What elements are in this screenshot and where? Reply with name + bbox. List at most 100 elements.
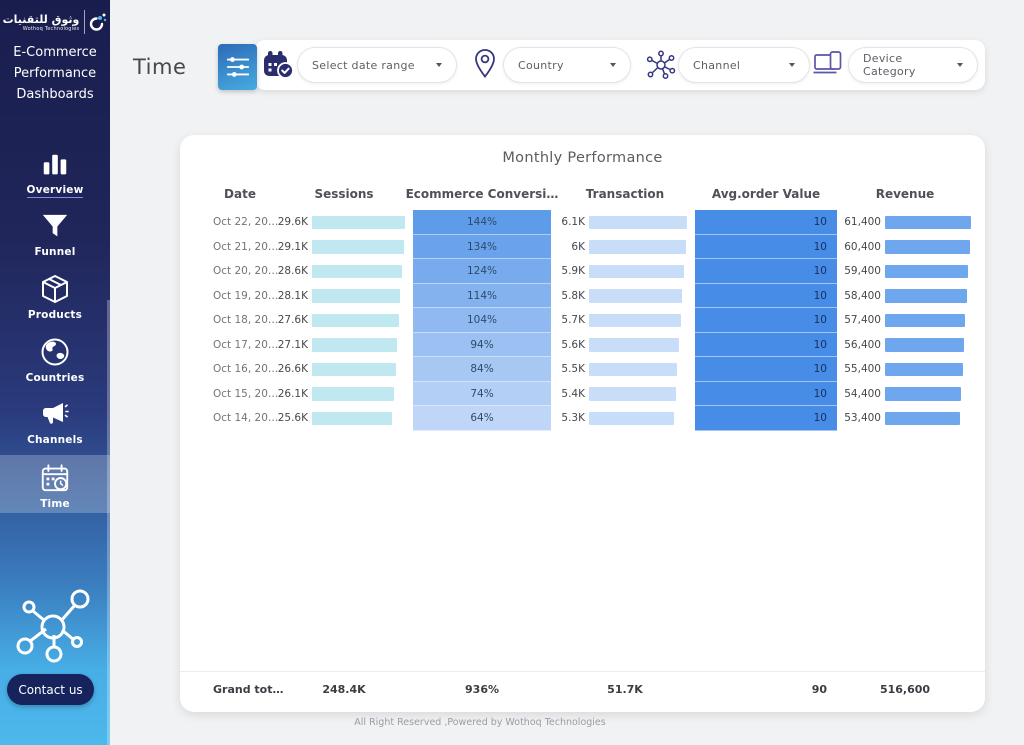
conversion-cell: 124%	[413, 259, 551, 284]
row-date: Oct 22, 20…	[213, 216, 279, 228]
revenue-value: 57,400	[844, 314, 881, 326]
conversion-cell: 134%	[413, 234, 551, 259]
row-date: Oct 21, 20…	[213, 240, 279, 253]
sliders-icon	[226, 57, 249, 77]
devices-icon	[813, 50, 845, 84]
sessions-value: 25.6K	[277, 412, 308, 424]
sidebar-item-label: Countries	[25, 372, 85, 384]
row-date: Oct 14, 20…	[213, 412, 279, 424]
logo-arabic-text: وثوق للتقنيات	[2, 12, 80, 26]
column-header-avg-order-value: Avg.order Value	[711, 187, 821, 201]
revenue-bar	[885, 411, 960, 425]
sessions-value: 29.6K	[277, 216, 308, 228]
filter-bar: Select date range Country Channel	[255, 40, 985, 90]
column-header-date: Date	[224, 187, 256, 201]
bar-chart-icon	[43, 154, 67, 175]
column-header-revenue: Revenue	[875, 187, 935, 201]
globe-icon	[41, 338, 69, 366]
revenue-value: 54,400	[844, 387, 881, 400]
channel-select[interactable]: Channel	[678, 47, 810, 83]
revenue-value: 55,400	[844, 363, 881, 375]
main-area: Time Select date range	[110, 0, 1024, 745]
revenue-bar	[885, 338, 964, 352]
transaction-bar	[589, 289, 682, 303]
column-header-sessions: Sessions	[314, 187, 374, 201]
grand-total-conversion: 936%	[465, 683, 499, 696]
country-select-value: Country	[518, 58, 564, 72]
revenue-bar	[885, 240, 970, 254]
table-row: Oct 20, 20… 28.6K 124% 5.9K 10 59,400	[180, 259, 985, 284]
transaction-bar	[589, 215, 687, 229]
revenue-bar	[885, 289, 967, 303]
contact-us-button[interactable]: Contact us	[7, 674, 94, 705]
calendar-check-icon	[263, 50, 295, 84]
sessions-bar	[312, 387, 394, 401]
row-date: Oct 20, 20…	[213, 265, 279, 277]
revenue-bar	[885, 313, 965, 327]
transaction-value: 5.9K	[561, 265, 585, 277]
avg-order-cell: 10	[695, 308, 837, 333]
table-row: Oct 18, 20… 27.6K 104% 5.7K 10 57,400	[180, 308, 985, 333]
device-category-select[interactable]: Device Category	[848, 47, 978, 83]
sidebar-item-label: Products	[27, 309, 83, 321]
sidebar-item-funnel[interactable]: Funnel	[0, 212, 110, 258]
avg-order-cell: 10	[695, 406, 837, 431]
location-pin-icon	[473, 48, 497, 84]
avg-order-cell: 10	[695, 259, 837, 284]
sidebar-item-label: Channels	[27, 434, 83, 446]
revenue-value: 58,400	[844, 289, 881, 302]
conversion-cell: 104%	[413, 308, 551, 333]
date-range-select-value: Select date range	[312, 58, 415, 72]
revenue-bar	[885, 215, 971, 229]
sidebar-item-time[interactable]: Time	[0, 455, 110, 513]
sessions-value: 26.1K	[277, 387, 308, 400]
transaction-bar	[589, 411, 674, 425]
revenue-bar	[885, 264, 968, 278]
conversion-cell: 84%	[413, 357, 551, 382]
device-category-select-value: Device Category	[863, 52, 916, 78]
transaction-value: 6K	[571, 240, 585, 253]
revenue-value: 60,400	[844, 240, 881, 253]
column-header-conversion: Ecommerce Conversi…	[405, 187, 559, 201]
column-header-transaction: Transaction	[585, 187, 665, 201]
date-range-select[interactable]: Select date range	[297, 47, 457, 83]
share-network-icon	[645, 49, 677, 85]
sidebar: وثوق للتقنيات Wothoq Technologies E-Comm…	[0, 0, 110, 745]
sidebar-item-products[interactable]: Products	[0, 273, 110, 321]
sessions-value: 27.6K	[277, 314, 308, 326]
sidebar-item-channels[interactable]: Channels	[0, 398, 110, 446]
grand-total-sessions: 248.4K	[322, 683, 366, 696]
filter-settings-button[interactable]	[218, 44, 257, 90]
sidebar-item-overview[interactable]: Overview	[0, 150, 110, 198]
sessions-value: 28.6K	[277, 265, 308, 277]
country-select[interactable]: Country	[503, 47, 631, 83]
sessions-bar	[312, 289, 400, 303]
transaction-value: 5.4K	[561, 387, 585, 400]
avg-order-cell: 10	[695, 283, 837, 308]
sessions-value: 29.1K	[277, 240, 308, 253]
megaphone-icon	[43, 403, 71, 424]
chevron-down-icon	[610, 63, 616, 67]
sessions-value: 28.1K	[277, 289, 308, 302]
conversion-cell: 74%	[413, 381, 551, 406]
sidebar-item-label: Funnel	[34, 246, 76, 258]
revenue-value: 53,400	[844, 412, 881, 424]
sessions-bar	[312, 264, 402, 278]
transaction-bar	[589, 264, 684, 278]
sessions-bar	[312, 215, 405, 229]
row-date: Oct 17, 20…	[213, 338, 279, 351]
logo: وثوق للتقنيات Wothoq Technologies	[0, 10, 110, 34]
sidebar-item-countries[interactable]: Countries	[0, 336, 110, 384]
sessions-bar	[312, 240, 404, 254]
conversion-cell: 114%	[413, 283, 551, 308]
transaction-bar	[589, 387, 676, 401]
card-title: Monthly Performance	[502, 150, 663, 166]
grand-total-divider	[180, 671, 985, 672]
calendar-clock-icon	[41, 464, 69, 492]
sessions-bar	[312, 411, 392, 425]
chevron-down-icon	[436, 63, 442, 67]
network-graph-icon	[13, 583, 95, 673]
copyright-text: All Right Reserved ,Powered by Wothoq Te…	[354, 717, 606, 728]
transaction-bar	[589, 362, 677, 376]
table-row: Oct 14, 20… 25.6K 64% 5.3K 10 53,400	[180, 406, 985, 431]
